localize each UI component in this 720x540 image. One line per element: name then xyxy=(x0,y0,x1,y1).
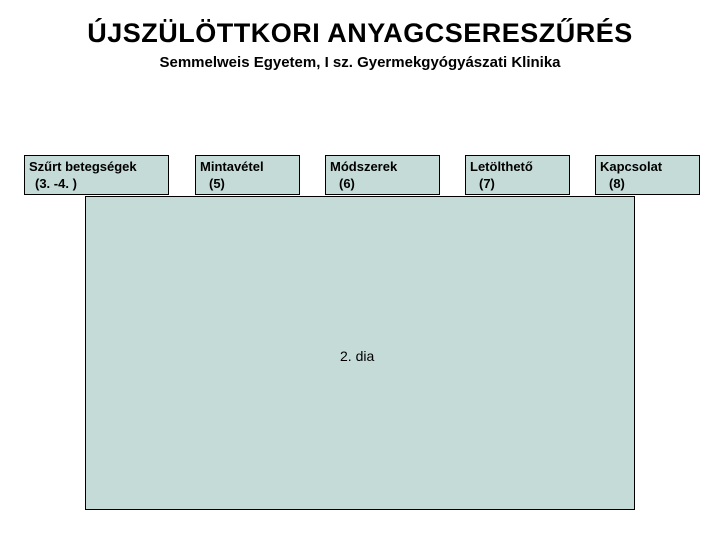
nav-label-line2: (8) xyxy=(609,176,625,192)
nav-letoltheto[interactable]: Letölthető (7) xyxy=(465,155,570,195)
nav-szurt-betegsegek[interactable]: Szűrt betegségek (3. -4. ) xyxy=(24,155,169,195)
nav-label-line1: Módszerek xyxy=(330,159,397,175)
page-title: ÚJSZÜLÖTTKORI ANYAGCSERESZŰRÉS xyxy=(0,18,720,49)
nav-mintavetel[interactable]: Mintavétel (5) xyxy=(195,155,300,195)
slide: ÚJSZÜLÖTTKORI ANYAGCSERESZŰRÉS Semmelwei… xyxy=(0,0,720,540)
nav-modszerek[interactable]: Módszerek (6) xyxy=(325,155,440,195)
nav-label-line1: Mintavétel xyxy=(200,159,264,175)
nav-kapcsolat[interactable]: Kapcsolat (8) xyxy=(595,155,700,195)
nav-label-line2: (3. -4. ) xyxy=(35,176,77,192)
nav-label-line1: Szűrt betegségek xyxy=(29,159,137,175)
nav-label-line2: (7) xyxy=(479,176,495,192)
page-subtitle: Semmelweis Egyetem, I sz. Gyermekgyógyás… xyxy=(0,54,720,71)
nav-label-line2: (5) xyxy=(209,176,225,192)
nav-label-line2: (6) xyxy=(339,176,355,192)
nav-label-line1: Kapcsolat xyxy=(600,159,662,175)
slide-number: 2. dia xyxy=(340,348,374,364)
nav-label-line1: Letölthető xyxy=(470,159,533,175)
